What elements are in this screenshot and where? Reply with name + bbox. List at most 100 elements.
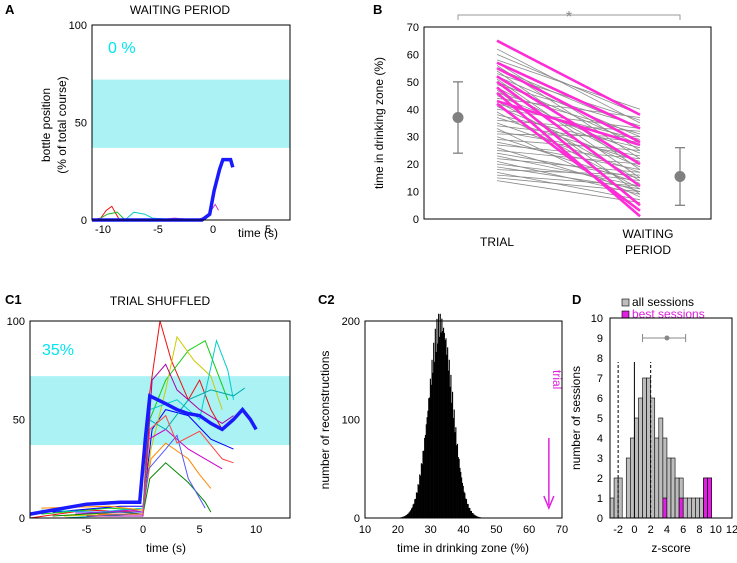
histogram-bar — [435, 351, 437, 518]
histogram-bar-best-sessions — [678, 497, 684, 519]
histogram-bar — [471, 512, 473, 518]
best-session-line — [496, 102, 641, 212]
histogram-bar — [431, 359, 433, 518]
histogram-bar — [411, 507, 413, 518]
y-tick-label: 7 — [597, 373, 603, 385]
x-tick-label: -2 — [613, 524, 623, 536]
histogram-bar — [418, 485, 420, 518]
histogram-bar-all-sessions — [658, 417, 664, 519]
mean-trace — [29, 393, 258, 516]
y-tick-label: 10 — [407, 187, 419, 199]
y-tick-label: 100 — [342, 415, 360, 427]
histogram-bar — [478, 516, 480, 518]
histogram-bar-all-sessions — [609, 497, 615, 519]
session-line — [496, 117, 641, 162]
best-session-line — [496, 91, 641, 218]
y-tick-label: 50 — [407, 77, 419, 89]
session-line — [496, 144, 641, 160]
session-line — [496, 130, 641, 157]
histogram-bar — [449, 386, 451, 518]
panel-b-session-lines — [496, 39, 641, 218]
histogram-bar — [447, 370, 450, 518]
histogram-bar — [420, 463, 422, 518]
y-tick-label: 4 — [597, 433, 603, 445]
x-tick-label: 4 — [664, 524, 670, 536]
panel-c1-x-label: time (s) — [146, 541, 186, 555]
histogram-bar-all-sessions — [638, 397, 643, 519]
histogram-bar — [401, 516, 404, 518]
x-tick-label: 0 — [140, 524, 146, 536]
session-line — [496, 169, 641, 176]
histogram-bar — [437, 343, 439, 518]
best-session-line — [496, 39, 641, 116]
histogram-bar — [445, 338, 447, 518]
histogram-bar — [476, 516, 478, 518]
histogram-bar — [434, 328, 436, 518]
panel-c2-histogram — [400, 313, 482, 518]
histogram-bar — [463, 491, 465, 518]
histogram-bar — [402, 516, 404, 518]
legend-swatch-best-sessions — [621, 310, 630, 319]
histogram-bar — [454, 432, 456, 518]
panel-a-title: WAITING PERIOD — [130, 3, 231, 17]
histogram-bar — [412, 504, 414, 518]
histogram-bar — [404, 516, 406, 518]
x-tick-label: 30 — [425, 524, 437, 536]
histogram-bar-all-sessions — [670, 457, 676, 519]
histogram-bar — [460, 471, 462, 518]
histogram-bar — [469, 507, 471, 518]
y-tick-label: 0 — [354, 513, 360, 525]
best-session-line — [496, 99, 641, 147]
histogram-bar-all-sessions — [654, 437, 660, 519]
x-tick-label: -10 — [95, 224, 111, 236]
y-tick-label: 50 — [75, 118, 87, 130]
histogram-bar — [429, 378, 431, 518]
histogram-bar-all-sessions — [686, 497, 692, 519]
panel-d-mean-marker — [642, 334, 687, 342]
session-line — [496, 78, 641, 179]
panel-a-x-ticks: -10 -5 0 5 — [95, 224, 271, 236]
x-tick-label: 12 — [726, 524, 737, 536]
panel-label-b: B — [373, 2, 382, 17]
x-tick-label: 40 — [457, 524, 469, 536]
histogram-bar-all-sessions — [666, 457, 672, 519]
histogram-bar-all-sessions — [674, 477, 680, 519]
histogram-bar-best-sessions — [662, 497, 668, 519]
x-tick-label: 10 — [250, 524, 262, 536]
histogram-bar — [406, 515, 408, 518]
panel-b-category-waiting-line2: PERIOD — [625, 243, 671, 257]
histogram-bar — [457, 457, 459, 518]
session-line — [496, 59, 641, 110]
panel-label-a: A — [5, 2, 15, 17]
histogram-bar — [472, 513, 474, 518]
panel-a: A WAITING PERIOD 0 % -10 -5 0 5 0 50 100… — [5, 2, 291, 240]
histogram-bar — [433, 342, 435, 518]
histogram-bar — [425, 424, 427, 518]
session-line — [496, 136, 641, 184]
panel-label-c1: C1 — [5, 292, 22, 307]
x-tick-label: 20 — [392, 524, 404, 536]
x-tick-label: 10 — [710, 524, 722, 536]
x-tick-label: 0 — [631, 524, 637, 536]
panel-a-traces — [91, 157, 235, 222]
histogram-bar — [407, 513, 409, 518]
histogram-bar — [466, 503, 468, 518]
histogram-bar — [441, 318, 443, 518]
histogram-bar — [474, 514, 476, 518]
histogram-bar — [451, 402, 453, 518]
panel-c1-annotation: 35% — [42, 342, 74, 359]
y-tick-label: 2 — [597, 473, 603, 485]
trial-trace — [41, 442, 212, 511]
session-line — [496, 180, 641, 203]
histogram-bar — [470, 510, 472, 518]
session-line — [496, 97, 641, 118]
histogram-bar — [447, 347, 449, 518]
panel-a-annotation: 0 % — [108, 40, 136, 57]
y-tick-label: 9 — [597, 333, 603, 345]
histogram-bar — [443, 332, 445, 518]
panel-d-y-ticks: 0 1 2 3 4 5 6 7 8 9 10 — [591, 313, 603, 525]
significance-star: * — [566, 9, 572, 26]
histogram-bar — [442, 327, 445, 518]
histogram-bar — [438, 336, 440, 518]
x-tick-label: 6 — [680, 524, 686, 536]
